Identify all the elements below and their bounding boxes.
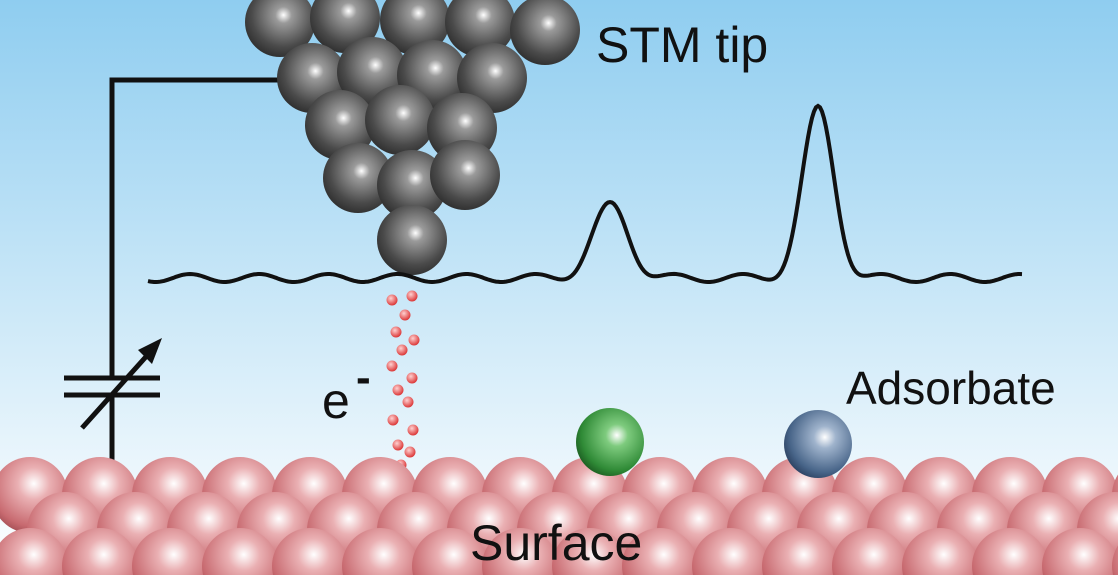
page: STM tip e - Adsorbate Surface (() => { c… <box>0 0 1118 575</box>
electron <box>407 291 418 302</box>
tip-label: STM tip <box>596 17 768 73</box>
electron-label: e <box>322 373 350 429</box>
electron <box>387 295 398 306</box>
electron <box>400 310 411 321</box>
tip-atom <box>365 85 435 155</box>
electron <box>387 361 398 372</box>
electron <box>397 345 408 356</box>
tip-atom <box>377 205 447 275</box>
adsorbate-blue <box>784 410 852 478</box>
electron <box>405 447 416 458</box>
electron <box>407 373 418 384</box>
electron-charge: - <box>356 353 371 402</box>
adsorbate-green <box>576 408 644 476</box>
electron <box>409 335 420 346</box>
electron <box>408 425 419 436</box>
electron <box>403 397 414 408</box>
electron <box>391 327 402 338</box>
electron <box>393 440 404 451</box>
surface-label: Surface <box>470 515 642 571</box>
adsorbate-label: Adsorbate <box>846 362 1056 414</box>
electron <box>393 385 404 396</box>
tip-atom <box>430 140 500 210</box>
electron <box>388 415 399 426</box>
stm-diagram: STM tip e - Adsorbate Surface <box>0 0 1118 575</box>
